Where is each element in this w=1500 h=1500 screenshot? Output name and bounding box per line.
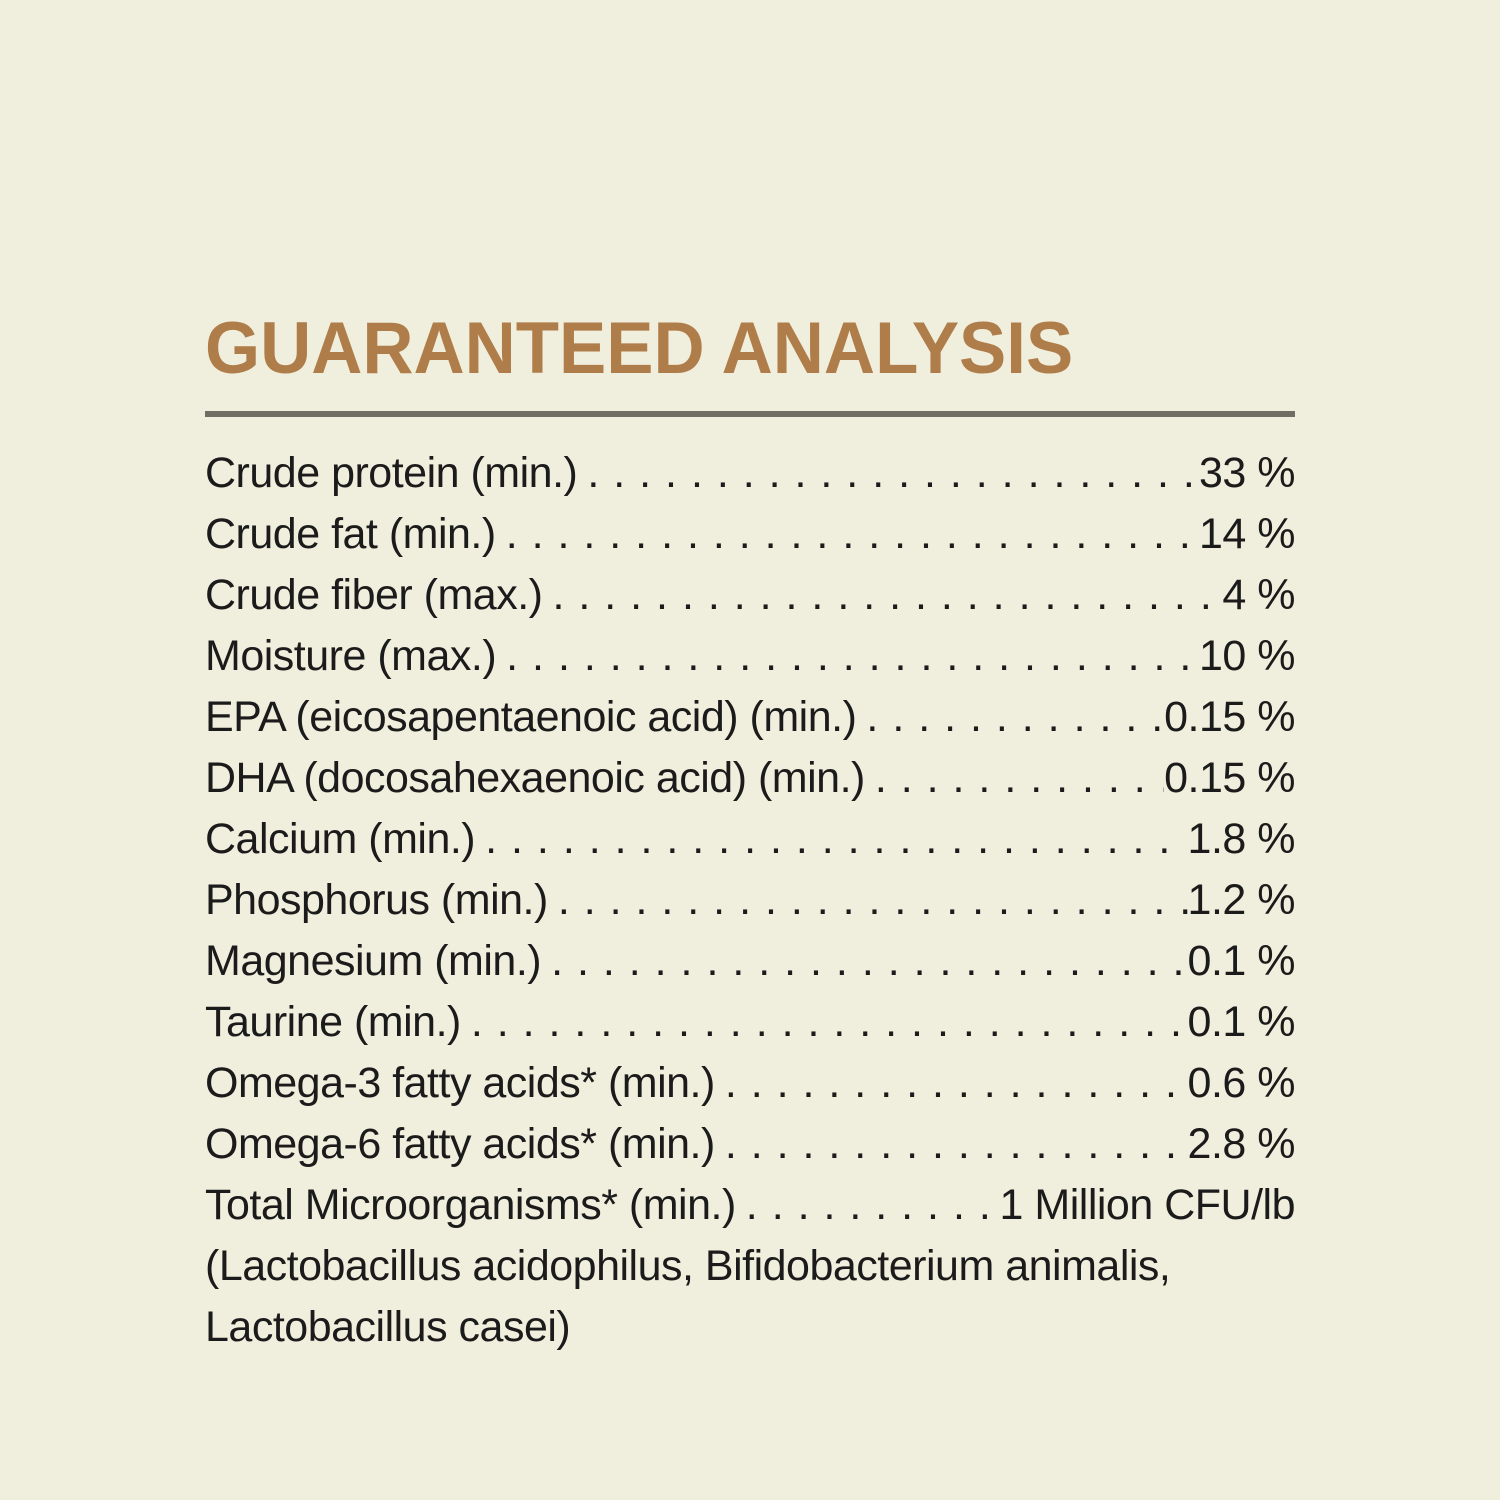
row-value: 4 % [1222,571,1295,619]
row-label: Crude protein (min.) [205,449,578,497]
microorganism-notes: (Lactobacillus acidophilus, Bifidobacter… [205,1236,1295,1358]
analysis-row: Omega-6 fatty acids* (min.). . . . . . .… [205,1114,1296,1175]
analysis-row: Crude fiber (max.). . . . . . . . . . . … [205,565,1295,626]
row-label: Taurine (min.) [205,998,461,1046]
row-label: Omega-6 fatty acids* (min.) [205,1120,715,1168]
analysis-row: Taurine (min.). . . . . . . . . . . . . … [205,992,1296,1053]
analysis-row: Crude fat (min.). . . . . . . . . . . . … [205,504,1296,565]
note-line: Lactobacillus casei) [205,1303,571,1351]
dot-leader: . . . . . . . . . . . . . . . . . . . . … [557,876,1188,924]
row-label: Phosphorus (min.) [205,876,548,924]
row-label: EPA (eicosapentaenoic acid) (min.) [205,693,857,741]
row-value: 14 % [1198,510,1296,558]
analysis-row: EPA (eicosapentaenoic acid) (min.). . . … [205,687,1295,748]
row-value: 0.15 % [1164,693,1295,741]
dot-leader: . . . . . . . . . . . . . . . . . . . . … [552,571,1222,619]
dot-leader: . . . . . . . . . . . . . . . . . . . . … [724,1059,1188,1107]
analysis-row: Moisture (max.). . . . . . . . . . . . .… [205,626,1296,687]
analysis-row: Crude protein (min.). . . . . . . . . . … [205,443,1296,504]
title-divider-rule [205,411,1295,417]
row-value: 0.6 % [1187,1059,1296,1107]
dot-leader: . . . . . . . . . . . . . . . . . . . . … [866,693,1165,741]
row-value: 1.2 % [1187,876,1296,924]
row-value: 1.8 % [1187,815,1296,863]
row-label: DHA (docosahexaenoic acid) (min.) [205,754,865,802]
label-content: GUARANTEED ANALYSIS Crude protein (min.)… [205,308,1296,1358]
row-label: Magnesium (min.) [205,937,542,985]
row-value: 2.8 % [1187,1120,1296,1168]
analysis-row: Calcium (min.). . . . . . . . . . . . . … [205,809,1296,870]
dot-leader: . . . . . . . . . . . . . . . . . . . . … [874,754,1164,802]
dot-leader: . . . . . . . . . . . . . . . . . . . . … [506,632,1199,680]
analysis-rows: Crude protein (min.). . . . . . . . . . … [205,443,1296,1236]
dot-leader: . . . . . . . . . . . . . . . . . . . . … [505,510,1199,558]
analysis-row: Total Microorganisms* (min.). . . . . . … [205,1175,1296,1236]
dot-leader: . . . . . . . . . . . . . . . . . . . . … [587,449,1199,497]
page-title: GUARANTEED ANALYSIS [205,308,1074,389]
row-label: Total Microorganisms* (min.) [205,1181,736,1229]
row-value: 33 % [1198,449,1296,497]
row-label: Moisture (max.) [205,632,497,680]
analysis-row: Magnesium (min.). . . . . . . . . . . . … [205,931,1296,992]
row-label: Omega-3 fatty acids* (min.) [205,1059,715,1107]
row-label: Crude fiber (max.) [205,571,543,619]
analysis-row: DHA (docosahexaenoic acid) (min.). . . .… [205,748,1295,809]
note-line: (Lactobacillus acidophilus, Bifidobacter… [205,1242,1171,1290]
row-label: Crude fat (min.) [205,510,496,558]
dot-leader: . . . . . . . . . . . . . . . . . . . . … [485,815,1187,863]
analysis-row: Omega-3 fatty acids* (min.). . . . . . .… [205,1053,1296,1114]
row-value: 0.1 % [1187,937,1296,985]
dot-leader: . . . . . . . . . . . . . . . . . . . . … [745,1181,1000,1229]
dot-leader: . . . . . . . . . . . . . . . . . . . . … [551,937,1187,985]
row-value: 0.15 % [1164,754,1295,802]
analysis-row: Phosphorus (min.). . . . . . . . . . . .… [205,870,1296,931]
row-label: Calcium (min.) [205,815,476,863]
dot-leader: . . . . . . . . . . . . . . . . . . . . … [724,1120,1188,1168]
row-value: 10 % [1198,632,1296,680]
row-value: 0.1 % [1187,998,1296,1046]
dot-leader: . . . . . . . . . . . . . . . . . . . . … [470,998,1188,1046]
row-value: 1 Million CFU/lb [999,1181,1296,1229]
